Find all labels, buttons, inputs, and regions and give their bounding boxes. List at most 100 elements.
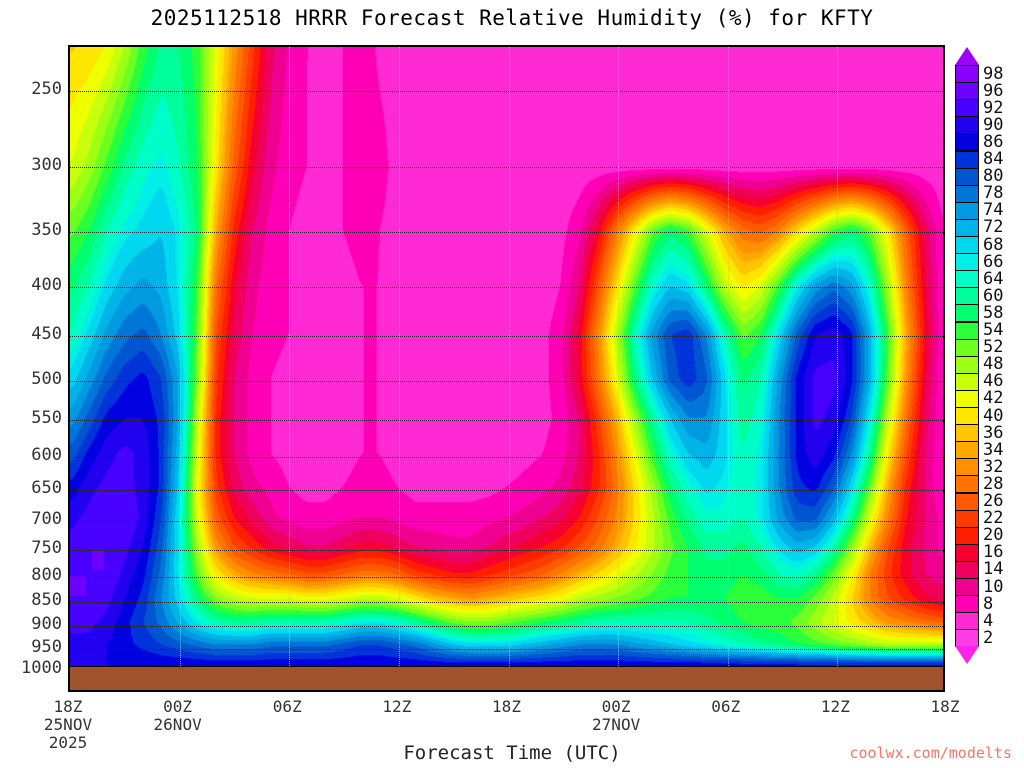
colorbar-swatch	[955, 167, 979, 186]
colorbar-tick-label: 54	[983, 320, 1004, 341]
x-axis-tick-label: 00Z 27NOV	[592, 698, 640, 734]
y-axis-tick-label: 750	[31, 537, 62, 558]
y-axis-tick-label: 700	[31, 509, 62, 530]
colorbar-tick-label: 52	[983, 337, 1004, 358]
colorbar-swatch	[955, 441, 979, 460]
y-axis-tick-label: 350	[31, 219, 62, 240]
colorbar-swatch	[955, 253, 979, 272]
colorbar-swatch	[955, 389, 979, 408]
colorbar-tick-label: 22	[983, 508, 1004, 529]
colorbar-swatch	[955, 321, 979, 340]
x-axis-tick-label: 18Z	[492, 698, 521, 716]
colorbar-tick-label: 16	[983, 542, 1004, 563]
colorbar-tick-label: 86	[983, 131, 1004, 152]
colorbar-tick-label: 58	[983, 302, 1004, 323]
x-axis-tick-label: 12Z	[821, 698, 850, 716]
x-tick-date: 27NOV	[592, 715, 641, 734]
colorbar-swatch	[955, 578, 979, 597]
x-axis-tick-label: 18Z	[931, 698, 960, 716]
y-axis-tick-label: 900	[31, 613, 62, 634]
x-tick-time: 06Z	[711, 697, 741, 716]
y-axis-tick-label: 550	[31, 408, 62, 429]
y-axis-tick-label: 1000	[21, 658, 62, 678]
colorbar-tick-label: 80	[983, 166, 1004, 187]
colorbar-tick-label: 98	[983, 63, 1004, 84]
colorbar-tick-label: 68	[983, 234, 1004, 255]
colorbar-swatch	[955, 355, 979, 374]
colorbar-swatch	[955, 526, 979, 545]
x-tick-time: 12Z	[820, 697, 850, 716]
colorbar-tick-label: 90	[983, 114, 1004, 135]
colorbar-tick-label: 74	[983, 200, 1004, 221]
colorbar-swatch	[955, 560, 979, 579]
colorbar-swatch	[955, 82, 979, 101]
colorbar-tick-label: 4	[983, 610, 994, 631]
colorbar-swatch	[955, 236, 979, 255]
page-title: 2025112518 HRRR Forecast Relative Humidi…	[150, 6, 874, 30]
x-tick-time: 00Z	[601, 697, 631, 716]
credit-link[interactable]: coolwx.com/modelts	[849, 744, 1012, 762]
colorbar-tick-label: 60	[983, 285, 1004, 306]
colorbar-tick-label: 46	[983, 371, 1004, 392]
y-axis-tick-label: 600	[31, 444, 62, 465]
colorbar-swatch	[955, 629, 979, 648]
colorbar-swatch	[955, 133, 979, 152]
colorbar-tick-label: 66	[983, 251, 1004, 272]
colorbar-swatch	[955, 338, 979, 357]
colorbar-tick-label: 32	[983, 456, 1004, 477]
colorbar-tick-label: 78	[983, 183, 1004, 204]
colorbar-swatch	[955, 458, 979, 477]
colorbar-swatch	[955, 65, 979, 84]
colorbar-tick-label: 2	[983, 627, 994, 648]
colorbar-tick-label: 72	[983, 217, 1004, 238]
relative-humidity-contour-field	[70, 47, 943, 690]
colorbar-swatch	[955, 270, 979, 289]
colorbar-bottom-arrow	[955, 646, 979, 665]
x-axis-title: Forecast Time (UTC)	[403, 742, 621, 764]
colorbar: 98 96 92 90 86 84 80 78 74 72 68 66 64 60 58 54 52 48 46 42…	[955, 45, 1024, 693]
colorbar-swatch	[955, 116, 979, 135]
y-axis-tick-label: 800	[31, 564, 62, 585]
x-axis-tick-label: 12Z	[382, 698, 411, 716]
x-axis-tick-label: 18Z 25NOV 2025	[44, 698, 92, 752]
colorbar-tick-label: 34	[983, 439, 1004, 460]
colorbar-swatch	[955, 595, 979, 614]
colorbar-swatch	[955, 407, 979, 426]
colorbar-swatch	[955, 287, 979, 306]
x-tick-time: 18Z	[53, 697, 83, 716]
x-axis-tick-label: 00Z 26NOV	[154, 698, 202, 734]
colorbar-tick-label: 28	[983, 473, 1004, 494]
y-axis-tick-label: 400	[31, 275, 62, 296]
colorbar-tick-label: 20	[983, 525, 1004, 546]
colorbar-swatch	[955, 201, 979, 220]
colorbar-tick-label: 10	[983, 576, 1004, 597]
colorbar-top-arrow	[955, 47, 979, 65]
x-axis-tick-label: 06Z	[273, 698, 302, 716]
colorbar-tick-label: 26	[983, 491, 1004, 512]
x-tick-time: 12Z	[382, 697, 412, 716]
colorbar-tick-label: 92	[983, 97, 1004, 118]
plot-area	[68, 45, 945, 692]
y-axis-tick-label: 250	[31, 79, 62, 99]
x-tick-date: 25NOV	[43, 715, 93, 734]
x-tick-date: 26NOV	[153, 715, 202, 734]
x-axis-labels: 18Z 25NOV 2025 00Z 26NOV 06Z 12Z 18Z 00Z 27NOV 06Z…	[0, 694, 1024, 764]
y-axis-tick-label: 300	[31, 155, 62, 176]
colorbar-swatch	[955, 543, 979, 562]
x-tick-time: 06Z	[272, 697, 302, 716]
colorbar-swatch	[955, 372, 979, 391]
terrain-band	[70, 666, 943, 690]
colorbar-swatch	[955, 99, 979, 118]
y-axis-tick-label: 950	[31, 636, 62, 657]
colorbar-swatch	[955, 475, 979, 494]
colorbar-tick-label: 40	[983, 405, 1004, 426]
x-tick-time: 00Z	[163, 697, 193, 716]
y-axis-tick-label: 500	[31, 368, 62, 389]
colorbar-swatch	[955, 304, 979, 323]
colorbar-swatch	[955, 424, 979, 443]
colorbar-swatch	[955, 509, 979, 528]
x-axis-tick-label: 06Z	[711, 698, 740, 716]
colorbar-swatch	[955, 184, 979, 203]
colorbar-tick-label: 48	[983, 354, 1004, 375]
colorbar-tick-label: 96	[983, 80, 1004, 101]
